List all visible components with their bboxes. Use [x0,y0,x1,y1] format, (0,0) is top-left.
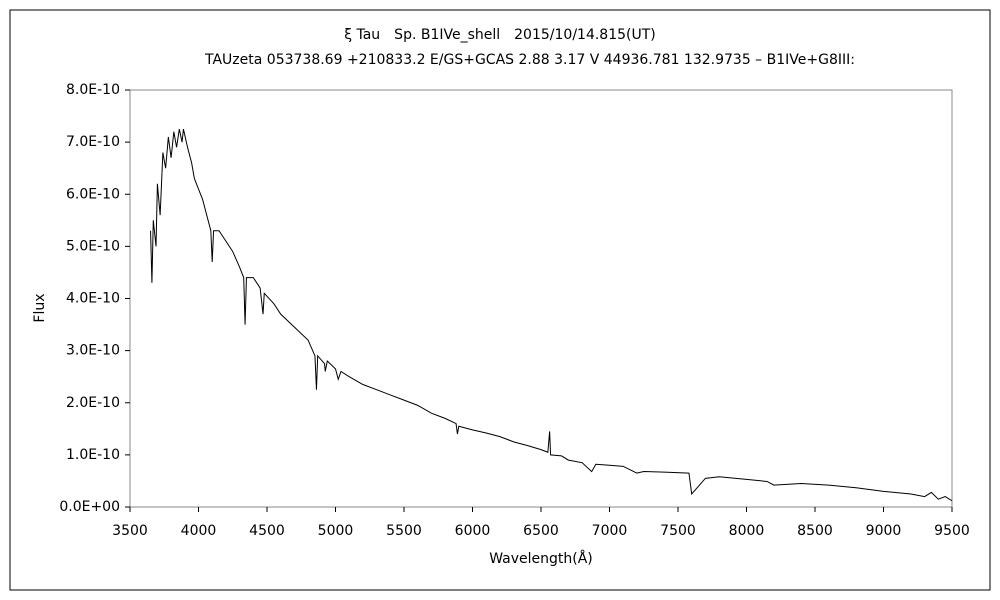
x-tick-label: 5500 [386,523,422,539]
x-tick-label: 9000 [866,523,902,539]
x-tick-label: 8000 [729,523,765,539]
y-tick-label: 6.0E-10 [66,186,120,202]
x-tick-label: 7000 [592,523,628,539]
y-tick-label: 4.0E-10 [66,291,120,307]
y-tick-label: 0.0E+00 [59,499,120,515]
spectrum-line [150,128,953,502]
y-tick-label: 8.0E-10 [66,82,120,98]
x-tick-label: 5000 [318,523,354,539]
y-tick-label: 2.0E-10 [66,395,120,411]
x-axis-label: Wavelength(Å) [489,550,593,567]
y-tick-label: 5.0E-10 [66,238,120,254]
y-tick-label: 7.0E-10 [66,134,120,150]
y-axis-label: Flux [32,293,48,322]
chart-border [9,9,991,591]
x-tick-label: 6500 [523,523,559,539]
y-tick-label: 3.0E-10 [66,343,120,359]
chart-title: ξ Tau Sp. B1IVe_shell 2015/10/14.815(UT) [344,27,656,43]
x-tick-label: 7500 [660,523,696,539]
x-tick-label: 9500 [934,523,970,539]
x-tick-label: 6000 [455,523,491,539]
x-tick-label: 8500 [797,523,833,539]
chart-subtitle: TAUzeta 053738.69 +210833.2 E/GS+GCAS 2.… [204,52,855,68]
y-tick-label: 1.0E-10 [66,447,120,463]
x-tick-label: 4500 [249,523,285,539]
x-tick-label: 4000 [181,523,217,539]
x-tick-label: 3500 [112,523,148,539]
